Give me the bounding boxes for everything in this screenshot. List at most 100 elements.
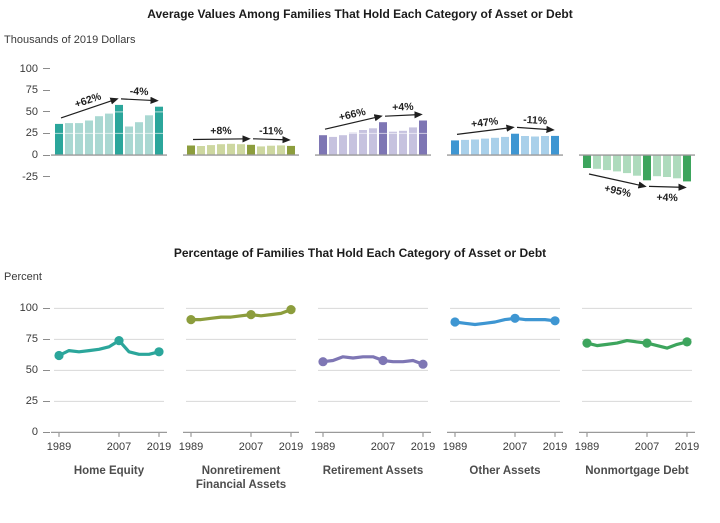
bar-1992 xyxy=(593,155,601,169)
x-tick-label: 1989 xyxy=(574,441,600,453)
bar-2004 xyxy=(105,113,113,156)
y-tick-mark xyxy=(43,154,50,156)
y-tick-value: 75 xyxy=(25,333,38,346)
annotation-arrow xyxy=(192,135,251,143)
annotation-arrow xyxy=(456,124,515,135)
bar-2013 xyxy=(531,136,539,156)
bar-2010 xyxy=(521,136,529,155)
x-tick-label: 2019 xyxy=(410,441,436,453)
other-assets-share-line-chart xyxy=(447,307,563,437)
top-panel-title: Average Values Among Families That Hold … xyxy=(147,7,573,21)
bottom-y-axis-unit-label: Percent xyxy=(4,271,42,283)
y-tick: 50 xyxy=(0,104,50,119)
x-tick-label: 2007 xyxy=(502,441,528,453)
bar-2016 xyxy=(673,155,681,179)
category-label-home-equity: Home Equity xyxy=(73,465,145,477)
y-tick-value: 25 xyxy=(25,127,38,140)
marker-2007 xyxy=(378,355,388,366)
trend-line xyxy=(189,308,293,322)
y-tick-value: 25 xyxy=(25,395,38,408)
trend-line xyxy=(585,339,689,350)
annotation-arrow xyxy=(384,111,423,119)
nonmortgage-debt-average-bar-chart: +95% +4% xyxy=(579,89,695,204)
y-tick: 0 xyxy=(0,148,50,163)
y-tick-value: -25 xyxy=(22,170,38,183)
bar-1992 xyxy=(461,139,469,155)
bar-2016 xyxy=(409,127,417,155)
bar-2016 xyxy=(145,115,153,155)
bar-1998 xyxy=(217,144,225,155)
x-tick-label: 2019 xyxy=(278,441,304,453)
bar-2013 xyxy=(663,155,671,177)
annotation-label: +4% xyxy=(656,192,678,205)
bar-1989 xyxy=(319,135,327,156)
x-tick-label: 1989 xyxy=(46,441,72,453)
y-tick-value: 0 xyxy=(31,426,38,439)
bar-2007 xyxy=(247,144,255,156)
y-tick-mark xyxy=(43,431,50,433)
chart-column-retirement-assets: +66% +4% 1989 2007 2019 Retirement Assets xyxy=(311,0,435,523)
y-tick-value: 75 xyxy=(25,84,38,97)
bar-2013 xyxy=(267,145,275,155)
y-tick: 100 xyxy=(0,301,50,316)
trend-line xyxy=(453,316,557,327)
bar-1995 xyxy=(603,155,611,171)
bar-1995 xyxy=(207,145,215,155)
y-tick: 25 xyxy=(0,394,50,409)
marker-2007 xyxy=(114,336,124,346)
bar-1992 xyxy=(197,146,205,156)
trend-line xyxy=(57,339,161,358)
annotation-arrow xyxy=(588,173,647,189)
chart-column-nonmortgage-debt: +95% +4% 1989 2007 2019 Nonmortgage Debt xyxy=(575,0,699,523)
x-tick-label: 2007 xyxy=(106,441,132,453)
bar-1989 xyxy=(55,123,63,155)
annotation-label: +4% xyxy=(392,101,415,114)
bar-2001 xyxy=(623,155,631,174)
y-tick: 75 xyxy=(0,83,50,98)
y-tick-mark xyxy=(43,400,50,402)
bar-1998 xyxy=(481,138,489,155)
top-y-axis: 100 75 50 25 0 -25 xyxy=(0,0,50,523)
bar-2016 xyxy=(277,145,285,156)
marker-1989 xyxy=(54,350,64,361)
bottom-y-axis: 100 75 50 25 0 xyxy=(0,0,50,523)
bar-2001 xyxy=(491,137,499,156)
bar-1989 xyxy=(451,140,459,156)
chart-column-other-assets: +47% -11% 1989 2007 2019 Other Assets xyxy=(443,0,567,523)
x-tick-label: 1989 xyxy=(442,441,468,453)
nonretirement-financial-assets-share-line-chart xyxy=(183,305,299,437)
bar-1995 xyxy=(339,135,347,156)
annotation-label: -4% xyxy=(130,85,150,98)
annotation-label: -11% xyxy=(523,114,548,128)
bar-2019 xyxy=(551,135,559,156)
y-tick-mark xyxy=(43,89,50,91)
marker-1989 xyxy=(450,317,460,327)
annotation-label: +47% xyxy=(470,115,499,130)
y-tick: 100 xyxy=(0,61,50,76)
y-tick: 50 xyxy=(0,363,50,378)
x-tick-label: 1989 xyxy=(310,441,336,453)
bar-2004 xyxy=(633,155,641,176)
marker-2019 xyxy=(154,347,164,357)
bar-1989 xyxy=(583,155,591,168)
y-tick-mark xyxy=(43,111,50,113)
bar-2010 xyxy=(125,126,133,155)
annotation-arrow xyxy=(60,97,119,119)
bar-2010 xyxy=(257,146,265,155)
y-tick-value: 100 xyxy=(19,62,38,75)
bar-2007 xyxy=(511,133,519,155)
x-tick-label: 2007 xyxy=(370,441,396,453)
annotation-arrow xyxy=(648,183,687,191)
bar-1995 xyxy=(471,139,479,156)
y-tick-value: 0 xyxy=(31,149,38,162)
y-tick-value: 100 xyxy=(19,302,38,315)
bar-2004 xyxy=(369,128,377,156)
bar-2013 xyxy=(399,130,407,155)
x-tick-label: 2007 xyxy=(238,441,264,453)
category-label-retirement-assets: Retirement Assets xyxy=(322,465,424,477)
x-tick-label: 2019 xyxy=(674,441,700,453)
bottom-panel-title: Percentage of Families That Hold Each Ca… xyxy=(173,246,547,260)
bar-2001 xyxy=(95,116,103,156)
bar-2010 xyxy=(653,155,661,177)
nonmortgage-debt-share-line-chart xyxy=(579,307,695,437)
